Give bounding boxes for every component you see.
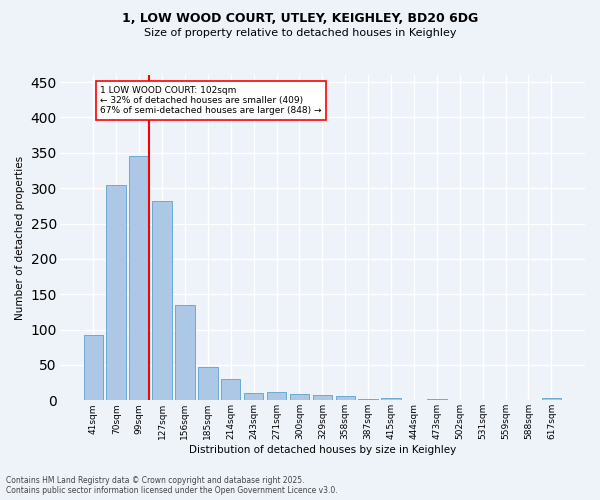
Bar xyxy=(335,396,355,400)
Bar xyxy=(382,398,401,400)
Bar xyxy=(358,399,378,400)
Bar xyxy=(175,305,194,400)
Bar xyxy=(542,398,561,400)
Bar xyxy=(427,399,446,400)
Bar xyxy=(267,392,286,400)
Bar xyxy=(106,184,126,400)
Bar xyxy=(221,379,241,400)
Bar xyxy=(130,156,149,400)
Text: Contains HM Land Registry data © Crown copyright and database right 2025.
Contai: Contains HM Land Registry data © Crown c… xyxy=(6,476,338,495)
Text: Size of property relative to detached houses in Keighley: Size of property relative to detached ho… xyxy=(144,28,456,38)
Text: 1 LOW WOOD COURT: 102sqm
← 32% of detached houses are smaller (409)
67% of semi-: 1 LOW WOOD COURT: 102sqm ← 32% of detach… xyxy=(100,86,322,116)
Bar xyxy=(152,201,172,400)
Bar xyxy=(244,392,263,400)
Y-axis label: Number of detached properties: Number of detached properties xyxy=(15,156,25,320)
X-axis label: Distribution of detached houses by size in Keighley: Distribution of detached houses by size … xyxy=(189,445,456,455)
Bar xyxy=(290,394,309,400)
Bar xyxy=(198,367,218,400)
Text: 1, LOW WOOD COURT, UTLEY, KEIGHLEY, BD20 6DG: 1, LOW WOOD COURT, UTLEY, KEIGHLEY, BD20… xyxy=(122,12,478,26)
Bar xyxy=(313,396,332,400)
Bar xyxy=(83,334,103,400)
